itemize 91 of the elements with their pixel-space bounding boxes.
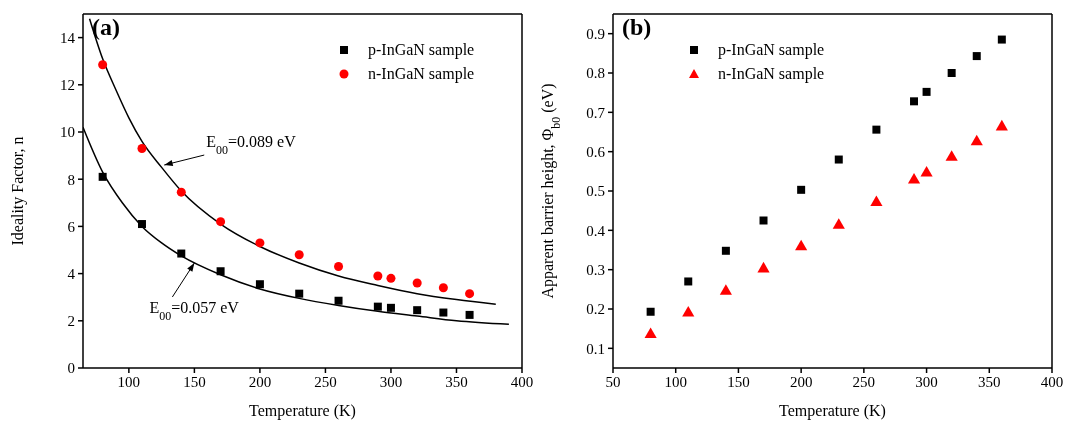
point: [997, 35, 1006, 44]
point: [834, 155, 843, 164]
point: [412, 278, 422, 288]
x-tick-label: 100: [117, 373, 141, 390]
y-tick-label: 0.4: [586, 222, 606, 239]
x-tick-label: 200: [248, 373, 272, 390]
y-tick-label: 6: [67, 218, 76, 235]
annotation: (b): [622, 14, 652, 41]
x-tick-label: 300: [379, 373, 403, 390]
point: [684, 277, 693, 286]
point: [413, 306, 422, 315]
point: [295, 289, 304, 298]
annotation: E$_{00}$=0.057 eV: [149, 298, 240, 323]
x-tick-label: 150: [183, 373, 206, 390]
y-tick-label: 0.6: [586, 143, 606, 160]
point: [910, 97, 919, 106]
x-tick-label: 50: [605, 373, 621, 390]
point: [334, 262, 344, 272]
legend-label: p-InGaN sample: [368, 41, 475, 59]
point: [373, 271, 383, 281]
y-tick-label: 0.3: [586, 261, 605, 278]
point: [465, 310, 474, 319]
y-tick-label: 14: [60, 29, 76, 46]
point: [907, 172, 921, 184]
point: [137, 144, 147, 154]
x-tick-label: 350: [978, 373, 1001, 390]
point: [137, 220, 146, 229]
point: [922, 87, 931, 96]
point: [176, 187, 186, 197]
point: [644, 327, 657, 339]
x-tick-label: 250: [314, 373, 337, 390]
x-tick-label: 100: [664, 373, 687, 390]
point: [98, 172, 107, 181]
y-tick-label: 12: [60, 77, 75, 94]
y-tick-label: 4: [67, 265, 76, 282]
point: [294, 250, 304, 260]
x-tick-label: 350: [445, 373, 468, 390]
point: [947, 69, 956, 77]
point: [972, 52, 981, 61]
y-axis-title: Ideality Factor, n: [9, 136, 27, 246]
x-axis-title: Temperature (K): [249, 402, 356, 420]
legend-label: n-InGaN sample: [718, 65, 825, 83]
point: [721, 246, 730, 255]
point: [334, 296, 343, 305]
point: [872, 125, 881, 134]
y-tick-label: 8: [67, 171, 75, 188]
point: [438, 283, 448, 293]
point: [719, 284, 732, 295]
point: [920, 165, 933, 177]
y-tick-label: 0.8: [586, 65, 605, 82]
x-axis-title: Temperature (K): [779, 402, 886, 420]
x-tick-label: 300: [915, 373, 938, 390]
point: [439, 308, 448, 317]
point: [216, 217, 226, 227]
point: [386, 273, 396, 283]
legend-label: n-InGaN sample: [368, 65, 475, 83]
y-tick-label: 0.5: [586, 183, 605, 200]
point: [832, 218, 845, 229]
point: [795, 239, 808, 251]
annotation: E$_{00}$=0.089 eV: [206, 133, 297, 158]
point: [646, 307, 655, 316]
point: [177, 249, 186, 258]
x-tick-label: 250: [852, 373, 876, 390]
y-tick-label: 2: [67, 313, 75, 330]
point: [970, 134, 983, 146]
y-tick-label: 0: [67, 360, 75, 377]
point: [386, 303, 395, 312]
y-tick-label: 0.1: [586, 340, 605, 357]
point: [945, 150, 958, 161]
x-tick-label: 200: [789, 373, 813, 390]
x-tick-label: 400: [1040, 373, 1064, 390]
x-tick-label: 400: [510, 373, 534, 390]
point: [216, 267, 225, 276]
point: [757, 261, 770, 273]
y-tick-label: 0.2: [586, 301, 605, 318]
point: [98, 60, 108, 70]
point: [797, 185, 806, 194]
point: [255, 238, 265, 248]
annotation: (a): [92, 14, 120, 41]
point: [255, 280, 264, 289]
legend-label: p-InGaN sample: [718, 41, 825, 59]
point: [995, 119, 1008, 131]
x-tick-label: 150: [727, 373, 750, 390]
y-tick-label: 0.7: [586, 104, 606, 121]
point: [373, 302, 382, 311]
point: [682, 305, 695, 317]
point: [465, 289, 475, 299]
y-tick-label: 10: [60, 124, 75, 141]
y-tick-label: 0.9: [586, 25, 605, 42]
point: [870, 195, 883, 206]
point: [759, 216, 768, 225]
